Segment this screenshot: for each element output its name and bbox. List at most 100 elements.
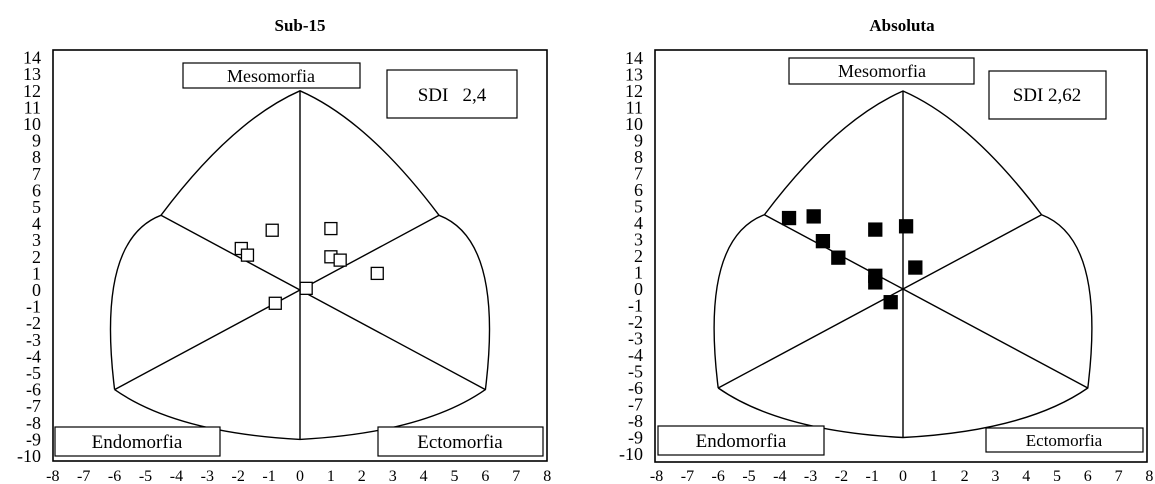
y-tick-label: 11 (626, 98, 643, 118)
x-tick-label: 4 (1022, 468, 1030, 484)
x-tick-label: 6 (481, 468, 489, 484)
plot-frame (52, 49, 548, 462)
y-tick-label: 1 (32, 263, 41, 283)
label-box-endomorfia: Endomorfia (54, 426, 221, 457)
y-tick-label: -9 (26, 429, 41, 449)
chart-title: Sub-15 (274, 16, 325, 35)
data-point (781, 210, 797, 226)
y-tick-label: 7 (32, 164, 41, 184)
somatochart-outline (109, 90, 491, 441)
data-point (831, 250, 846, 265)
y-tick-label: 13 (23, 64, 41, 84)
sdi-box: SDI 2,4 (386, 69, 518, 119)
x-tick-label: -1 (866, 468, 879, 484)
data-point (898, 219, 914, 234)
x-tick-label: -4 (773, 468, 786, 484)
y-tick-label: 2 (634, 246, 643, 266)
label-ectomorfia: Ectomorfia (417, 432, 503, 453)
x-tick-label: -8 (46, 468, 59, 484)
x-tick-label: -1 (262, 468, 275, 484)
y-tick-label: 12 (625, 81, 643, 101)
y-tick-label: 3 (32, 230, 41, 250)
chart-absoluta: Absoluta 14131211109876543210-1-2-3-4-5-… (619, 16, 1153, 484)
y-tick-label: -1 (26, 297, 41, 317)
x-tick-label: -2 (835, 468, 848, 484)
data-point (908, 260, 923, 275)
y-tick-label: -10 (17, 446, 41, 466)
somatochart-outline (713, 90, 1093, 439)
data-point (868, 222, 883, 237)
y-tick-label: 8 (634, 147, 643, 167)
data-points (234, 221, 384, 310)
y-tick-label: -1 (628, 296, 643, 316)
y-tick-label: 9 (32, 131, 41, 151)
x-tick-label: 3 (991, 468, 999, 484)
y-tick-label: 6 (634, 180, 643, 200)
x-tick-label: 5 (451, 468, 459, 484)
data-points (781, 209, 923, 310)
x-tick-label: -6 (712, 468, 725, 484)
y-tick-label: 3 (634, 230, 643, 250)
y-tick-label: -4 (628, 345, 643, 365)
data-point (324, 221, 338, 236)
y-tick-label: 2 (32, 247, 41, 267)
x-tick-label: 2 (961, 468, 969, 484)
x-tick-label: -6 (108, 468, 121, 484)
label-box-ectomorfia: Ectomorfia (377, 426, 544, 457)
data-point (815, 233, 831, 249)
y-axis-ticks: 14131211109876543210-1-2-3-4-5-6-7-8-9-1… (619, 48, 643, 464)
y-axis-ticks: 14131211109876543210-1-2-3-4-5-6-7-8-9-1… (17, 48, 41, 466)
label-endomorfia: Endomorfia (92, 432, 183, 453)
y-tick-label: 5 (634, 197, 643, 217)
data-point (240, 248, 255, 262)
y-tick-label: -6 (26, 380, 41, 400)
y-tick-label: 10 (625, 114, 643, 134)
x-tick-label: 4 (420, 468, 428, 484)
y-tick-label: -3 (628, 329, 643, 349)
data-point (299, 281, 313, 295)
y-tick-label: -2 (26, 313, 41, 333)
data-point (868, 275, 883, 290)
data-point (806, 209, 821, 224)
y-tick-label: -10 (619, 444, 643, 464)
sdi-annotation: SDI 2,62 (1013, 85, 1082, 106)
x-tick-label: -5 (139, 468, 152, 484)
label-mesomorfia: Mesomorfia (227, 66, 315, 86)
data-point (883, 295, 898, 310)
x-axis-ticks: -8 -7 -6 -5 -4 -3 -2 -1 0 1 2 3 4 5 6 7 8 (46, 468, 551, 484)
x-tick-label: 2 (358, 468, 366, 484)
x-tick-label: -7 (681, 468, 694, 484)
chart-sub-15: Sub-15 14131211109876543210-1-2-3-4-5-6-… (17, 16, 551, 484)
data-point (268, 296, 282, 310)
y-tick-label: 10 (23, 114, 41, 134)
y-tick-label: -6 (628, 378, 643, 398)
x-tick-label: -3 (201, 468, 214, 484)
label-endomorfia: Endomorfia (696, 431, 787, 452)
sdi-annotation: SDI 2,4 (418, 85, 487, 106)
y-tick-label: 5 (32, 197, 41, 217)
y-tick-label: -3 (26, 330, 41, 350)
divider-right (299, 214, 440, 291)
x-tick-label: 8 (543, 468, 551, 484)
y-tick-label: 14 (23, 48, 41, 68)
y-tick-label: 11 (24, 97, 41, 117)
axis-ectomorfia (299, 289, 486, 391)
chart-title: Absoluta (869, 16, 935, 35)
x-tick-label: -4 (170, 468, 183, 484)
y-tick-label: -5 (628, 362, 643, 382)
divider-left (160, 214, 301, 291)
data-point (370, 266, 384, 281)
y-tick-label: -7 (26, 396, 41, 416)
x-tick-label: 1 (327, 468, 335, 484)
y-tick-label: -2 (628, 312, 643, 332)
y-tick-label: 4 (32, 214, 41, 234)
y-tick-label: -8 (628, 411, 643, 431)
x-tick-label: 0 (296, 468, 304, 484)
sdi-box: SDI 2,62 (988, 70, 1107, 120)
x-tick-label: 3 (389, 468, 397, 484)
y-tick-label: 0 (32, 280, 41, 300)
y-tick-label: -8 (26, 413, 41, 433)
y-tick-label: -4 (26, 346, 41, 366)
y-tick-label: -5 (26, 363, 41, 383)
